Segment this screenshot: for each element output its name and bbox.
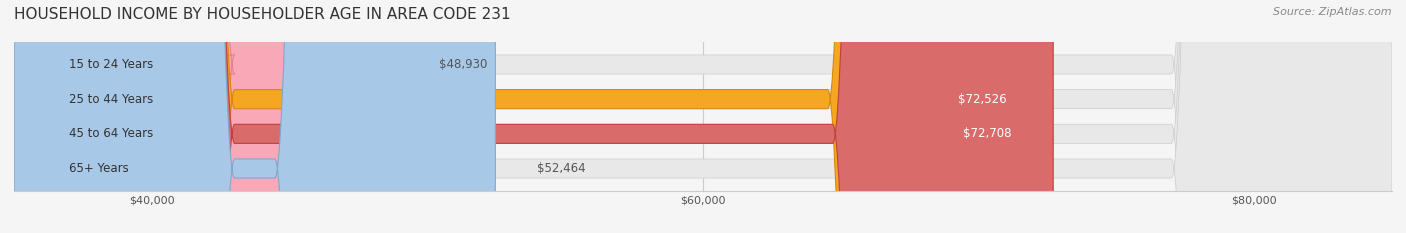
FancyBboxPatch shape <box>14 0 398 233</box>
FancyBboxPatch shape <box>14 0 495 233</box>
Text: $48,930: $48,930 <box>439 58 488 71</box>
Text: Source: ZipAtlas.com: Source: ZipAtlas.com <box>1274 7 1392 17</box>
FancyBboxPatch shape <box>14 0 1392 233</box>
Text: 45 to 64 Years: 45 to 64 Years <box>69 127 153 140</box>
FancyBboxPatch shape <box>14 0 1049 233</box>
FancyBboxPatch shape <box>14 0 1392 233</box>
FancyBboxPatch shape <box>14 0 1392 233</box>
FancyBboxPatch shape <box>14 0 1392 233</box>
Text: $72,708: $72,708 <box>963 127 1012 140</box>
Text: $72,526: $72,526 <box>959 93 1007 106</box>
Text: HOUSEHOLD INCOME BY HOUSEHOLDER AGE IN AREA CODE 231: HOUSEHOLD INCOME BY HOUSEHOLDER AGE IN A… <box>14 7 510 22</box>
Text: 15 to 24 Years: 15 to 24 Years <box>69 58 153 71</box>
Text: $52,464: $52,464 <box>537 162 585 175</box>
FancyBboxPatch shape <box>14 0 1053 233</box>
Text: 65+ Years: 65+ Years <box>69 162 129 175</box>
Text: 25 to 44 Years: 25 to 44 Years <box>69 93 153 106</box>
